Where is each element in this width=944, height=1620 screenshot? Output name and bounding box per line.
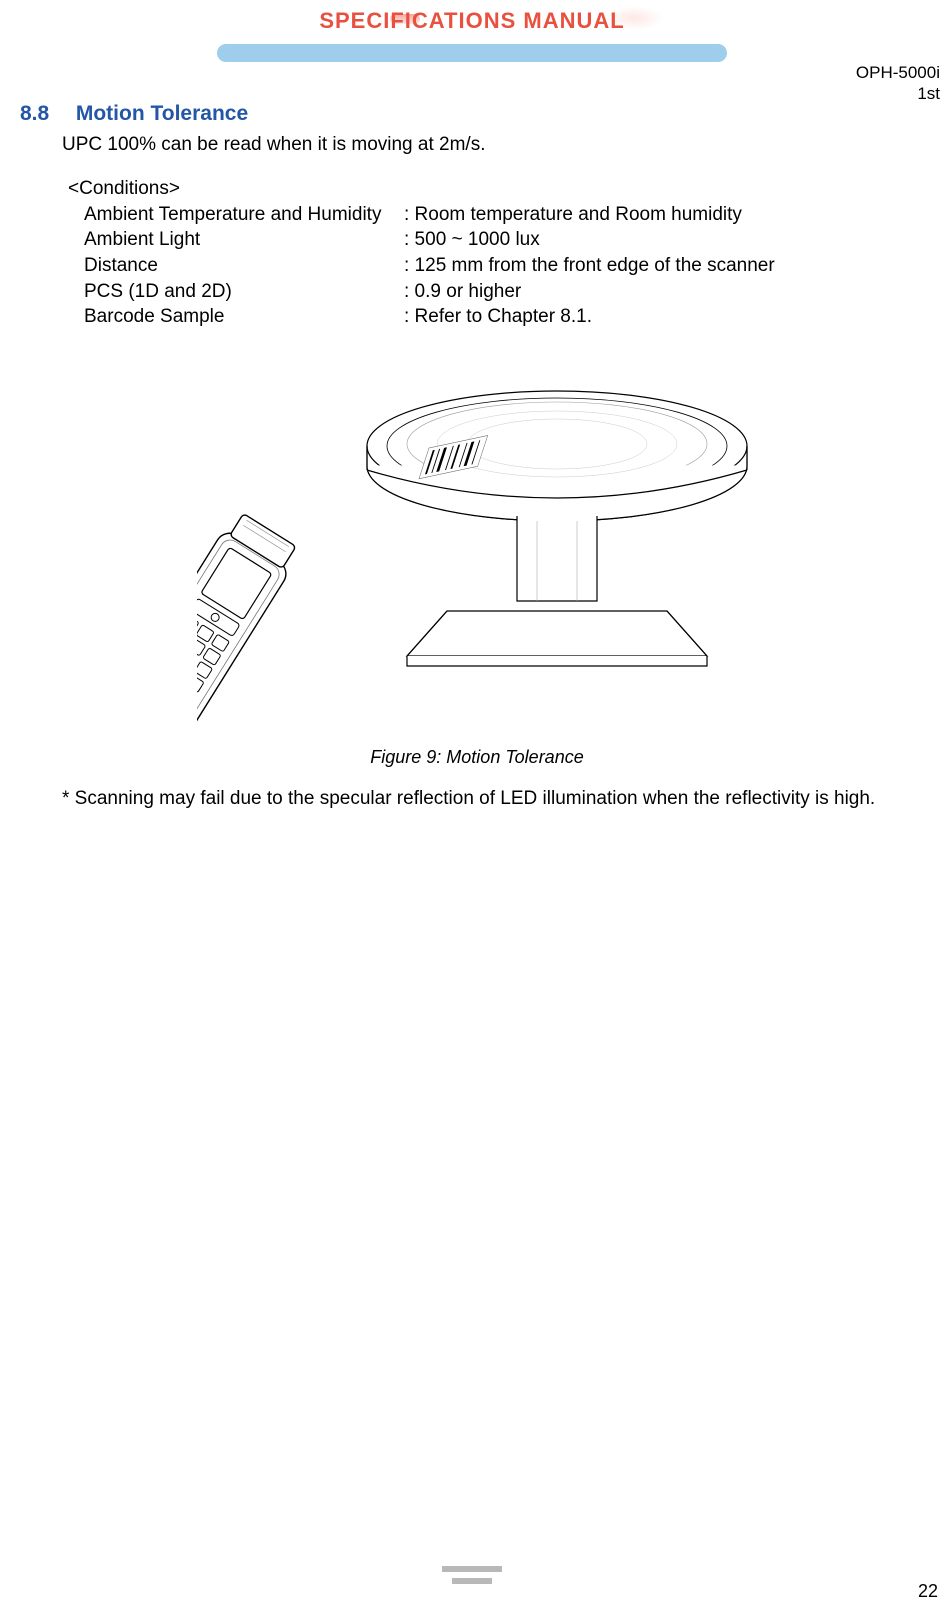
doc-id-block: OPH-5000i 1st xyxy=(856,62,940,105)
condition-row: Ambient Light : 500 ~ 1000 lux xyxy=(72,227,934,253)
conditions-block: <Conditions> Ambient Temperature and Hum… xyxy=(72,176,934,330)
condition-row: Ambient Temperature and Humidity : Room … xyxy=(72,202,934,228)
condition-value: : 0.9 or higher xyxy=(404,279,521,305)
condition-label: Barcode Sample xyxy=(72,304,404,330)
condition-row: Barcode Sample : Refer to Chapter 8.1. xyxy=(72,304,934,330)
doc-id-line1: OPH-5000i xyxy=(856,62,940,83)
section-intro: UPC 100% can be read when it is moving a… xyxy=(62,134,934,156)
doc-id-line2: 1st xyxy=(856,83,940,104)
condition-value: : 125 mm from the front edge of the scan… xyxy=(404,253,775,279)
section-number: 8.8 xyxy=(20,102,70,126)
section-title: Motion Tolerance xyxy=(76,102,248,125)
condition-value: : 500 ~ 1000 lux xyxy=(404,227,540,253)
condition-label: Ambient Light xyxy=(72,227,404,253)
section-heading: 8.8 Motion Tolerance xyxy=(20,102,934,126)
footnote: * Scanning may fail due to the specular … xyxy=(62,788,934,810)
header-bar xyxy=(217,44,727,62)
figure-caption: Figure 9: Motion Tolerance xyxy=(20,747,934,768)
condition-row: PCS (1D and 2D) : 0.9 or higher xyxy=(72,279,934,305)
conditions-header: <Conditions> xyxy=(68,176,934,202)
condition-value: : Room temperature and Room humidity xyxy=(404,202,742,228)
condition-label: PCS (1D and 2D) xyxy=(72,279,404,305)
figure-block: Figure 9: Motion Tolerance xyxy=(20,366,934,768)
footer-decoration xyxy=(442,1566,502,1592)
condition-label: Ambient Temperature and Humidity xyxy=(72,202,404,228)
page-number: 22 xyxy=(918,1581,938,1602)
figure-illustration xyxy=(197,366,757,736)
condition-label: Distance xyxy=(72,253,404,279)
page-content: 8.8 Motion Tolerance UPC 100% can be rea… xyxy=(0,102,944,810)
manual-title: SPECIFICATIONS MANUAL xyxy=(0,0,944,34)
condition-row: Distance : 125 mm from the front edge of… xyxy=(72,253,934,279)
scanner-icon xyxy=(197,507,303,736)
condition-value: : Refer to Chapter 8.1. xyxy=(404,304,592,330)
